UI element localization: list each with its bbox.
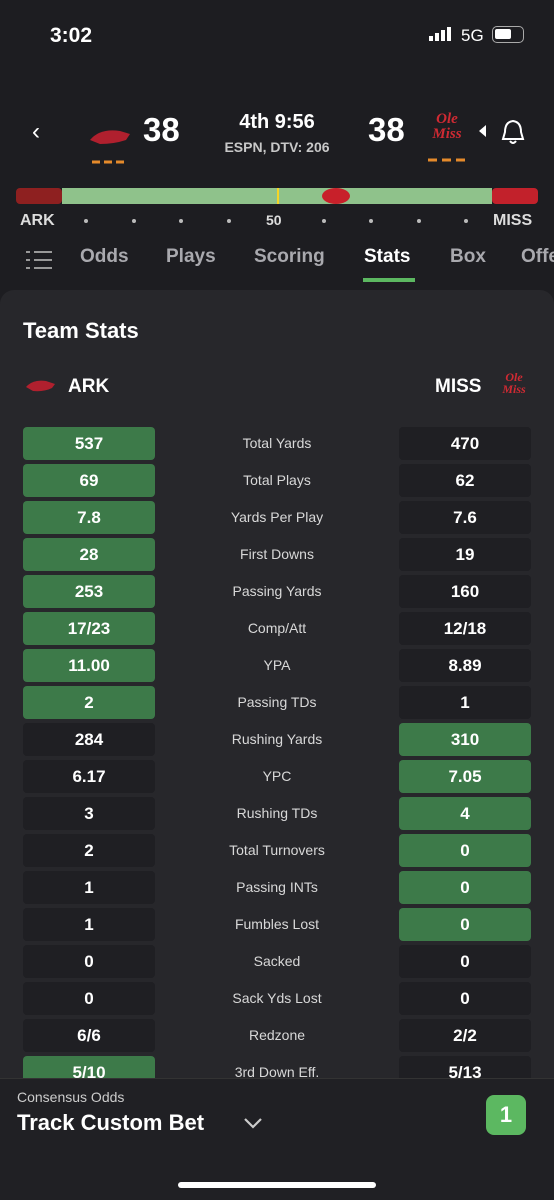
right-value: 0	[399, 908, 531, 941]
stat-label: Comp/Att	[247, 620, 307, 636]
field-midfield: 50	[266, 212, 282, 228]
footer	[0, 1078, 554, 1200]
right-value: 12/18	[399, 612, 531, 645]
left-value: 253	[23, 575, 155, 608]
stat-label: First Downs	[240, 546, 314, 562]
signal-icon	[429, 26, 455, 42]
field-bar	[16, 188, 538, 204]
away-logo: Ole Miss	[432, 111, 462, 142]
left-value: 1	[23, 908, 155, 941]
right-value: 7.6	[399, 501, 531, 534]
stat-label: Yards Per Play	[230, 509, 324, 525]
right-value: 8.89	[399, 649, 531, 682]
back-button[interactable]: ‹	[32, 118, 40, 145]
tab[interactable]: Scoring	[254, 246, 325, 267]
stat-label: Total Turnovers	[229, 842, 325, 858]
right-value: 0	[399, 834, 531, 867]
left-value: 284	[23, 723, 155, 756]
right-value: 0	[399, 871, 531, 904]
left-value: 28	[23, 538, 155, 571]
stat-label: Rushing Yards	[231, 731, 323, 747]
right-value: 19	[399, 538, 531, 571]
tab[interactable]: Box	[450, 246, 486, 267]
right-value: 7.05	[399, 760, 531, 793]
stat-label: YPA	[263, 657, 291, 673]
stat-label: Sack Yds Lost	[232, 990, 322, 1006]
stat-label: Passing TDs	[237, 694, 317, 710]
left-value: 7.8	[23, 501, 155, 534]
left-value: 2	[23, 834, 155, 867]
right-value: 310	[399, 723, 531, 756]
status-time: 3:02	[50, 24, 93, 47]
left-value: 1	[23, 871, 155, 904]
stat-label: Redzone	[248, 1027, 306, 1043]
field-right-team: MISS	[493, 212, 533, 229]
right-value: 62	[399, 464, 531, 497]
stat-label: 3rd Down Eff.	[234, 1064, 320, 1080]
battery	[492, 26, 524, 43]
tab[interactable]: Stats	[364, 246, 411, 267]
left-value: 69	[23, 464, 155, 497]
tab-underline	[363, 278, 415, 282]
stat-label: Passing Yards	[232, 583, 322, 599]
home-logo	[90, 130, 130, 164]
right-value: 1	[399, 686, 531, 719]
stat-label: Passing INTs	[236, 879, 318, 895]
tab[interactable]: Plays	[166, 246, 216, 267]
away-timeouts	[428, 158, 465, 162]
tab[interactable]: Offe	[521, 246, 554, 267]
network: 5G	[461, 26, 484, 45]
ark-logo	[26, 380, 55, 392]
stats-title: Team Stats	[23, 318, 139, 343]
stat-label: YPC	[262, 768, 292, 784]
miss-logo: Ole Miss	[502, 370, 526, 396]
game-clock: 4th 9:56	[239, 111, 315, 133]
stat-label: Total Yards	[242, 435, 312, 451]
yard-dots	[84, 219, 468, 223]
stat-label: Fumbles Lost	[234, 916, 320, 932]
right-value: 0	[399, 945, 531, 978]
left-value: 11.00	[23, 649, 155, 682]
left-value: 3	[23, 797, 155, 830]
stat-label: Total Plays	[243, 472, 311, 488]
left-value: 537	[23, 427, 155, 460]
home-indicator	[178, 1182, 376, 1188]
home-score: 38	[143, 111, 180, 148]
left-team: ARK	[68, 376, 110, 397]
broadcast: ESPN, DTV: 206	[224, 139, 330, 155]
footer-subtitle: Consensus Odds	[17, 1089, 125, 1105]
right-value: 160	[399, 575, 531, 608]
right-value: 2/2	[399, 1019, 531, 1052]
stat-label: Sacked	[253, 953, 301, 969]
right-team: MISS	[435, 376, 482, 397]
left-value: 0	[23, 945, 155, 978]
left-value: 6.17	[23, 760, 155, 793]
right-value: 4	[399, 797, 531, 830]
footer-title[interactable]: Track Custom Bet	[17, 1110, 205, 1135]
right-value: 0	[399, 982, 531, 1015]
left-value: 17/23	[23, 612, 155, 645]
right-value: 470	[399, 427, 531, 460]
stat-label: Rushing TDs	[236, 805, 318, 821]
bell-icon[interactable]	[500, 118, 526, 146]
bet-badge[interactable]: 1	[486, 1095, 526, 1135]
left-value: 6/6	[23, 1019, 155, 1052]
possession-arrow	[479, 125, 486, 137]
left-value: 0	[23, 982, 155, 1015]
away-score: 38	[368, 111, 405, 148]
menu-icon[interactable]	[26, 250, 52, 270]
chevron[interactable]	[243, 1116, 263, 1130]
left-value: 2	[23, 686, 155, 719]
tab[interactable]: Odds	[80, 246, 129, 267]
field-left-team: ARK	[20, 212, 55, 229]
